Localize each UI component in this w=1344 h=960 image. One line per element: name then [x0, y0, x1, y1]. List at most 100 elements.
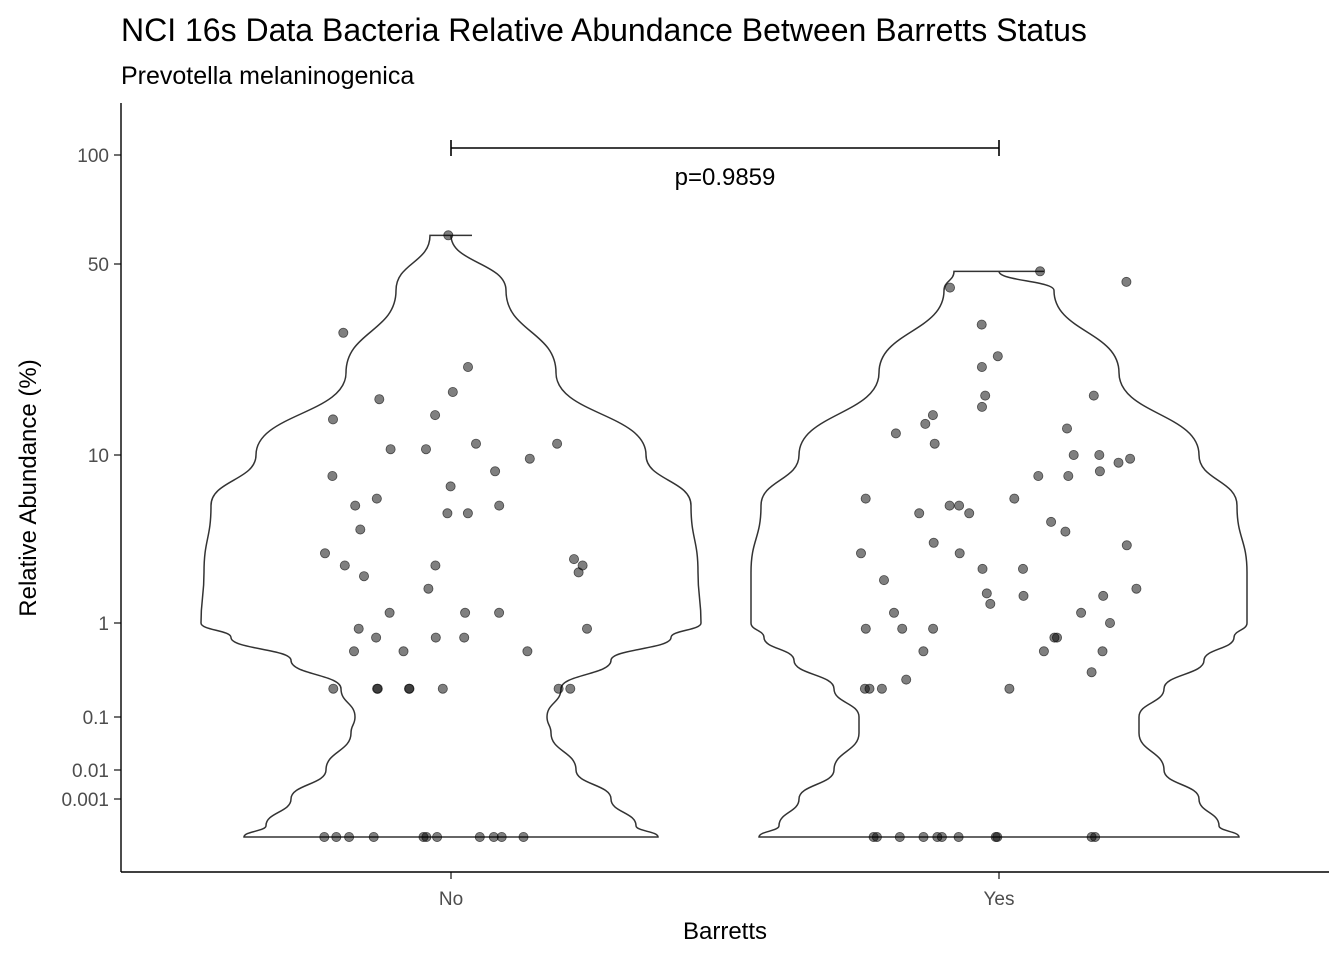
data-point [894, 832, 905, 843]
data-point [1097, 646, 1108, 657]
data-point [460, 607, 471, 618]
y-tick-label: 100 [77, 146, 109, 167]
data-point [385, 444, 396, 455]
violin-no [200, 234, 702, 838]
data-point [338, 327, 349, 338]
data-point [462, 508, 473, 519]
data-point [372, 683, 383, 694]
data-point [374, 394, 385, 405]
y-tick-label: 50 [88, 255, 109, 276]
y-tick-label: 10 [88, 446, 109, 467]
data-point [1094, 449, 1105, 460]
y-tick-label: 1 [98, 614, 109, 635]
data-point [1105, 618, 1116, 629]
data-point [928, 537, 939, 548]
data-point [443, 230, 454, 241]
data-point [355, 524, 366, 535]
violins [200, 234, 1248, 838]
data-point [462, 361, 473, 372]
data-point [889, 607, 900, 618]
violin-yes [750, 270, 1248, 838]
x-tick-label: Yes [984, 889, 1015, 910]
p-value-label: p=0.9859 [675, 164, 776, 191]
data-point [1088, 390, 1099, 401]
data-point [1018, 563, 1029, 574]
data-point [459, 632, 470, 643]
data-point [470, 438, 481, 449]
data-point [524, 453, 535, 464]
data-point [518, 832, 529, 843]
data-point [1086, 667, 1097, 678]
data-point [327, 414, 338, 425]
data-point [1018, 590, 1029, 601]
data-point [447, 386, 458, 397]
data-point [565, 683, 576, 694]
data-point [569, 554, 580, 565]
data-point [420, 444, 431, 455]
data-point [432, 832, 443, 843]
data-point [1098, 590, 1109, 601]
data-point [327, 470, 338, 481]
data-point [423, 583, 434, 594]
data-point [945, 282, 956, 293]
data-point [1035, 266, 1046, 277]
data-point [384, 607, 395, 618]
data-point [918, 646, 929, 657]
data-point [927, 410, 938, 421]
data-point [1063, 470, 1074, 481]
data-point [976, 319, 987, 330]
data-point [920, 418, 931, 429]
data-point [573, 567, 584, 578]
data-point [1046, 516, 1057, 527]
data-point [430, 410, 441, 421]
data-point [890, 428, 901, 439]
data-point [879, 575, 890, 586]
data-point [897, 623, 908, 634]
data-point [474, 832, 485, 843]
data-point [860, 493, 871, 504]
data-point [494, 500, 505, 511]
data-point [860, 623, 871, 634]
data-point [918, 832, 929, 843]
data-point [976, 361, 987, 372]
data-point [344, 832, 355, 843]
data-point [403, 683, 414, 694]
data-point [371, 493, 382, 504]
data-point [980, 390, 991, 401]
data-point [859, 683, 870, 694]
data-point [371, 632, 382, 643]
data-point [1121, 276, 1132, 287]
data-point [985, 598, 996, 609]
data-point [1033, 470, 1044, 481]
data-point [992, 351, 1003, 362]
data-point [1068, 449, 1079, 460]
data-point [319, 548, 330, 559]
data-point [490, 466, 501, 477]
data-point [552, 438, 563, 449]
data-point [553, 683, 564, 694]
data-point [398, 646, 409, 657]
y-axis-ticks: 100 50 10 1 0.1 0.01 0.001 [61, 146, 121, 811]
data-point [944, 500, 955, 511]
data-point [430, 632, 441, 643]
data-point [1113, 457, 1124, 468]
data-point [350, 500, 361, 511]
y-tick-label: 0.01 [72, 761, 109, 782]
data-point [1094, 466, 1105, 477]
data-point [339, 560, 350, 571]
x-axis-title: Barretts [683, 918, 767, 945]
x-axis-ticks: No Yes [439, 872, 1015, 910]
data-point [1076, 607, 1087, 618]
x-tick-label: No [439, 889, 463, 910]
chart-title: NCI 16s Data Bacteria Relative Abundance… [121, 12, 1087, 48]
data-point [953, 832, 964, 843]
y-tick-label: 0.001 [61, 790, 109, 811]
data-point [331, 832, 342, 843]
data-point [936, 832, 947, 843]
p-value-bracket: p=0.9859 [450, 140, 1000, 191]
y-tick-label: 0.1 [83, 708, 109, 729]
data-point [437, 683, 448, 694]
data-point [1090, 832, 1101, 843]
data-point [856, 548, 867, 559]
